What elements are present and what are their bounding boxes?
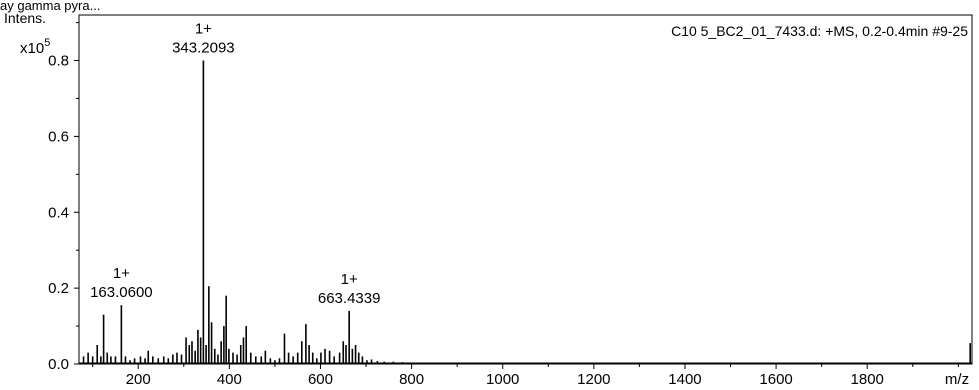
annotation-charge: 1+ — [341, 271, 358, 288]
annotation-mz: 163.0600 — [90, 284, 153, 301]
plot-frame — [78, 14, 973, 365]
x-axis-label: m/z — [945, 371, 969, 388]
x-tick-label: 1200 — [577, 371, 610, 388]
x-tick-label: 1800 — [851, 371, 884, 388]
peak-series — [79, 60, 972, 364]
peak-annotation: 1+ 663.4339 — [318, 271, 381, 307]
x-tick-label: 1000 — [486, 371, 519, 388]
y-tick-label: 0.2 — [48, 280, 69, 297]
x-tick-label: 600 — [308, 371, 333, 388]
x-tick-label: 200 — [126, 371, 151, 388]
annotation-mz: 343.2093 — [172, 40, 235, 57]
annotation-charge: 1+ — [113, 265, 130, 282]
cropped-top-text: ay gamma pyra... — [0, 0, 100, 13]
x-tick-label: 400 — [217, 371, 242, 388]
y-tick-label: 0.8 — [48, 53, 69, 70]
axis-ticks: 200 400 600 800 1000 1200 1400 1600 1800 0.0 0.2 0.… — [48, 22, 959, 388]
annotation-mz: 663.4339 — [318, 290, 381, 307]
y-axis-label: Intens. — [4, 10, 46, 26]
x-tick-label: 1400 — [668, 371, 701, 388]
annotation-charge: 1+ — [195, 21, 212, 38]
y-tick-label: 0.4 — [48, 204, 69, 221]
y-tick-label: 0.6 — [48, 128, 69, 145]
y-axis-scale-label: x105 — [20, 37, 50, 57]
peak-annotation: 1+ 163.0600 — [90, 265, 153, 301]
y-tick-label: 0.0 — [48, 356, 69, 373]
chart-title: C10 5_BC2_01_7433.d: +MS, 0.2-0.4min #9-… — [671, 23, 968, 39]
x-tick-label: 1600 — [759, 371, 792, 388]
x-tick-label: 800 — [399, 371, 424, 388]
peak-annotation: 1+ 343.2093 — [172, 21, 235, 57]
peak-annotations: 1+ 343.2093 1+ 163.0600 1+ 663.4339 — [90, 21, 380, 307]
